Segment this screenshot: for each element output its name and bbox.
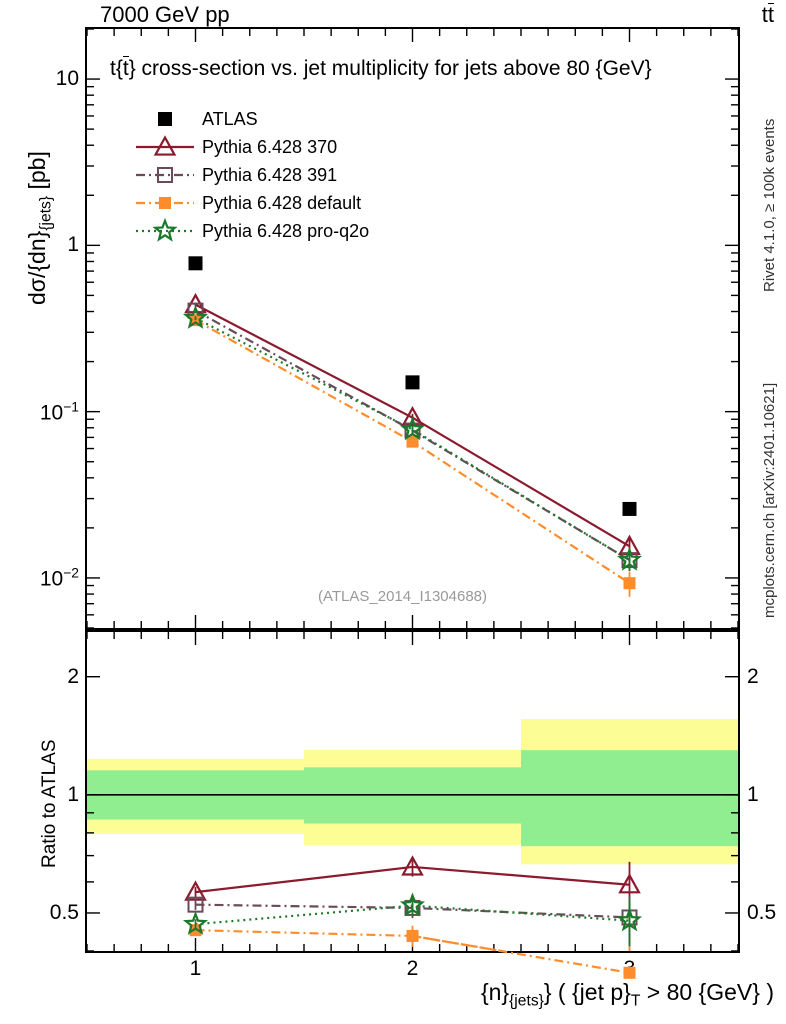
data-marker-star-open bbox=[152, 217, 178, 242]
mcplots-source-label: mcplots.cern.ch [arXiv:2401.10621] bbox=[761, 382, 778, 618]
main-y-tick-label-1: 1 bbox=[67, 233, 79, 257]
legend-sample-3 bbox=[136, 189, 194, 217]
main-y-tick-label-3: 10−2 bbox=[39, 564, 79, 591]
main-y-tick-label-0: 10 bbox=[55, 67, 79, 91]
plot-title: t{t} cross-section vs. jet multiplicity … bbox=[110, 55, 652, 80]
ratio-y-tick-label-right-0: 2 bbox=[747, 664, 759, 688]
rivet-version-label: Rivet 4.1.0, ≥ 100k events bbox=[761, 118, 778, 292]
data-marker-square-filled bbox=[159, 197, 171, 209]
x-axis-label-sub: {jets} bbox=[509, 992, 544, 1010]
x-axis-label-b: } ( {jet p} bbox=[543, 979, 631, 1005]
ratio-y-tick-label-right-1: 1 bbox=[747, 782, 759, 806]
y-axis-label-main-sub: {jets} bbox=[37, 195, 55, 231]
legend-entry: Pythia 6.428 391 bbox=[136, 161, 466, 189]
legend-label: Pythia 6.428 pro-q2o bbox=[202, 221, 370, 241]
legend-sample-4 bbox=[136, 217, 194, 245]
ratio-y-tick-label-left-0: 2 bbox=[67, 664, 79, 688]
legend-label: Pythia 6.428 391 bbox=[202, 165, 338, 185]
y-axis-label-main-unit: [pb] bbox=[24, 151, 50, 196]
ratio-y-tick-label-right-2: 0.5 bbox=[747, 900, 777, 924]
legend-sample-1 bbox=[136, 133, 194, 161]
legend-label: Pythia 6.428 default bbox=[202, 193, 362, 213]
legend-sample-2 bbox=[136, 161, 194, 189]
x-axis-label-a: {n} bbox=[480, 979, 510, 1005]
header-process: tt bbox=[761, 2, 774, 27]
ratio-plot-frame bbox=[85, 630, 740, 953]
x-tick-label-2: 3 bbox=[623, 957, 636, 980]
legend-label: ATLAS bbox=[202, 109, 258, 129]
x-tick-label-0: 1 bbox=[189, 957, 202, 980]
legend-entry: Pythia 6.428 370 bbox=[136, 133, 466, 161]
legend: ATLAS Pythia 6.428 370 Pythia 6.428 391 Pyt… bbox=[136, 105, 466, 245]
x-axis-label-sub2: T bbox=[630, 992, 641, 1010]
legend-sample-0 bbox=[136, 105, 194, 133]
x-tick-label-1: 2 bbox=[406, 957, 419, 980]
ratio-y-tick-label-left-1: 1 bbox=[67, 782, 79, 806]
main-y-tick-label-2: 10−1 bbox=[39, 398, 79, 424]
data-marker-square-open bbox=[157, 167, 173, 183]
x-axis-label: {n}{jets}} ( {jet p}T > 80 {GeV} ) bbox=[481, 981, 774, 1009]
legend-label: Pythia 6.428 370 bbox=[202, 137, 338, 157]
data-marker-triangle-open bbox=[153, 135, 177, 156]
legend-entry: ATLAS bbox=[136, 105, 466, 133]
legend-entry: Pythia 6.428 default bbox=[136, 189, 466, 217]
header-beam-energy: 7000 GeV pp bbox=[100, 2, 230, 27]
analysis-watermark: (ATLAS_2014_I1304688) bbox=[318, 588, 488, 605]
x-axis-label-c: > 80 {GeV} ) bbox=[640, 979, 774, 1005]
legend-entry: Pythia 6.428 pro-q2o bbox=[136, 217, 466, 245]
ratio-y-tick-label-left-2: 0.5 bbox=[49, 900, 79, 924]
y-axis-label-main: dσ/{dn}{jets} [pb] bbox=[24, 151, 55, 305]
